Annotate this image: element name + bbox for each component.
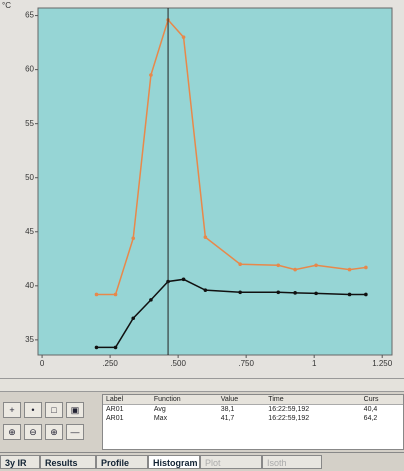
data-point	[181, 277, 186, 282]
column-header: Label	[103, 395, 151, 405]
y-tick-label: 40	[25, 281, 34, 290]
results-panel: Label Function Value Time Curs AR01 Avg 38,1 16:…	[102, 394, 404, 450]
data-point	[293, 267, 297, 272]
x-tick-label: .250	[102, 359, 118, 368]
data-point	[314, 263, 318, 268]
tool-button[interactable]: ⊕	[45, 424, 63, 440]
data-point	[94, 345, 99, 350]
tab[interactable]: Results	[40, 455, 96, 469]
table-cell: 41,7	[220, 415, 235, 422]
tab[interactable]: Histogram	[148, 455, 200, 469]
data-point	[149, 298, 153, 302]
table-cell: 40,4	[363, 406, 378, 413]
unit-label: °C	[2, 1, 11, 10]
data-point	[149, 73, 153, 77]
data-point	[238, 290, 242, 295]
table-cell: AR01	[106, 406, 124, 413]
x-tick-label: 1	[312, 359, 317, 368]
tool-button[interactable]: +	[3, 402, 21, 418]
data-point	[113, 345, 118, 350]
scrollbar[interactable]	[0, 378, 404, 392]
table-cell: Avg	[153, 406, 166, 413]
tool-button[interactable]: ⊖	[24, 424, 42, 440]
data-point	[276, 290, 281, 295]
data-point	[131, 316, 136, 321]
x-tick-label: .750	[238, 359, 254, 368]
tab[interactable]: Profile	[96, 455, 148, 469]
table-cell: 16:22:59,192	[268, 415, 310, 422]
table-cell: 38,1	[220, 406, 235, 413]
column-header: Curs	[360, 395, 403, 405]
data-point	[94, 292, 99, 297]
y-tick-label: 50	[25, 173, 34, 182]
data-point	[203, 288, 208, 292]
toolbar: + • □ ▣ ⊕ ⊖ ⊕ —	[3, 398, 99, 448]
column-header: Value	[217, 395, 266, 405]
table-cell: 64,2	[363, 415, 378, 422]
data-point	[131, 236, 136, 241]
data-point	[364, 292, 368, 297]
column-header: Time	[265, 395, 361, 405]
y-tick-label: 35	[25, 335, 34, 344]
x-tick-label: 0	[40, 359, 45, 368]
y-tick-label: 55	[25, 119, 34, 128]
table-cell: AR01	[106, 415, 124, 422]
tab[interactable]: Isoth	[262, 455, 322, 469]
y-tick-label: 45	[25, 227, 34, 236]
tool-button[interactable]: ⊕	[3, 424, 21, 440]
data-point	[314, 291, 318, 296]
tab[interactable]: Plot	[200, 455, 262, 469]
table-row[interactable]: AR01 Avg 38,1 16:22:59,192 40,4	[103, 405, 403, 415]
data-point	[238, 262, 242, 266]
y-tick-label: 65	[25, 11, 34, 20]
data-point	[293, 291, 297, 295]
data-point	[276, 263, 281, 268]
x-tick-label: 1.250	[372, 359, 393, 368]
table-cell: 16:22:59,192	[268, 406, 310, 413]
header-row: Label Function Value Time Curs	[103, 395, 403, 405]
results-table: Label Function Value Time Curs AR01 Avg 38,1 16:…	[103, 395, 403, 423]
tool-button[interactable]: —	[66, 424, 84, 440]
tool-button[interactable]: •	[24, 402, 42, 418]
data-point	[113, 292, 118, 297]
table-row[interactable]: AR01 Max 41,7 16:22:59,192 64,2	[103, 414, 403, 423]
y-tick-label: 60	[25, 65, 34, 74]
tool-button[interactable]: □	[45, 402, 63, 418]
tab[interactable]: 3y IR	[0, 455, 40, 469]
tool-button[interactable]: ▣	[66, 402, 84, 418]
plot-area	[37, 7, 393, 356]
x-tick-label: .500	[170, 359, 186, 368]
data-point	[364, 265, 368, 270]
column-header: Function	[150, 395, 218, 405]
chart: °C 35 40 45 50 55 60 65 0 .250 .500 .750 1 1.250	[0, 0, 404, 378]
tab-bar: 3y IR Results Profile Histogram Plot Isoth	[0, 452, 404, 471]
data-point	[181, 35, 186, 39]
data-point	[347, 292, 352, 297]
table-cell: Max	[153, 415, 168, 422]
data-point	[203, 235, 208, 239]
data-point	[347, 267, 352, 272]
